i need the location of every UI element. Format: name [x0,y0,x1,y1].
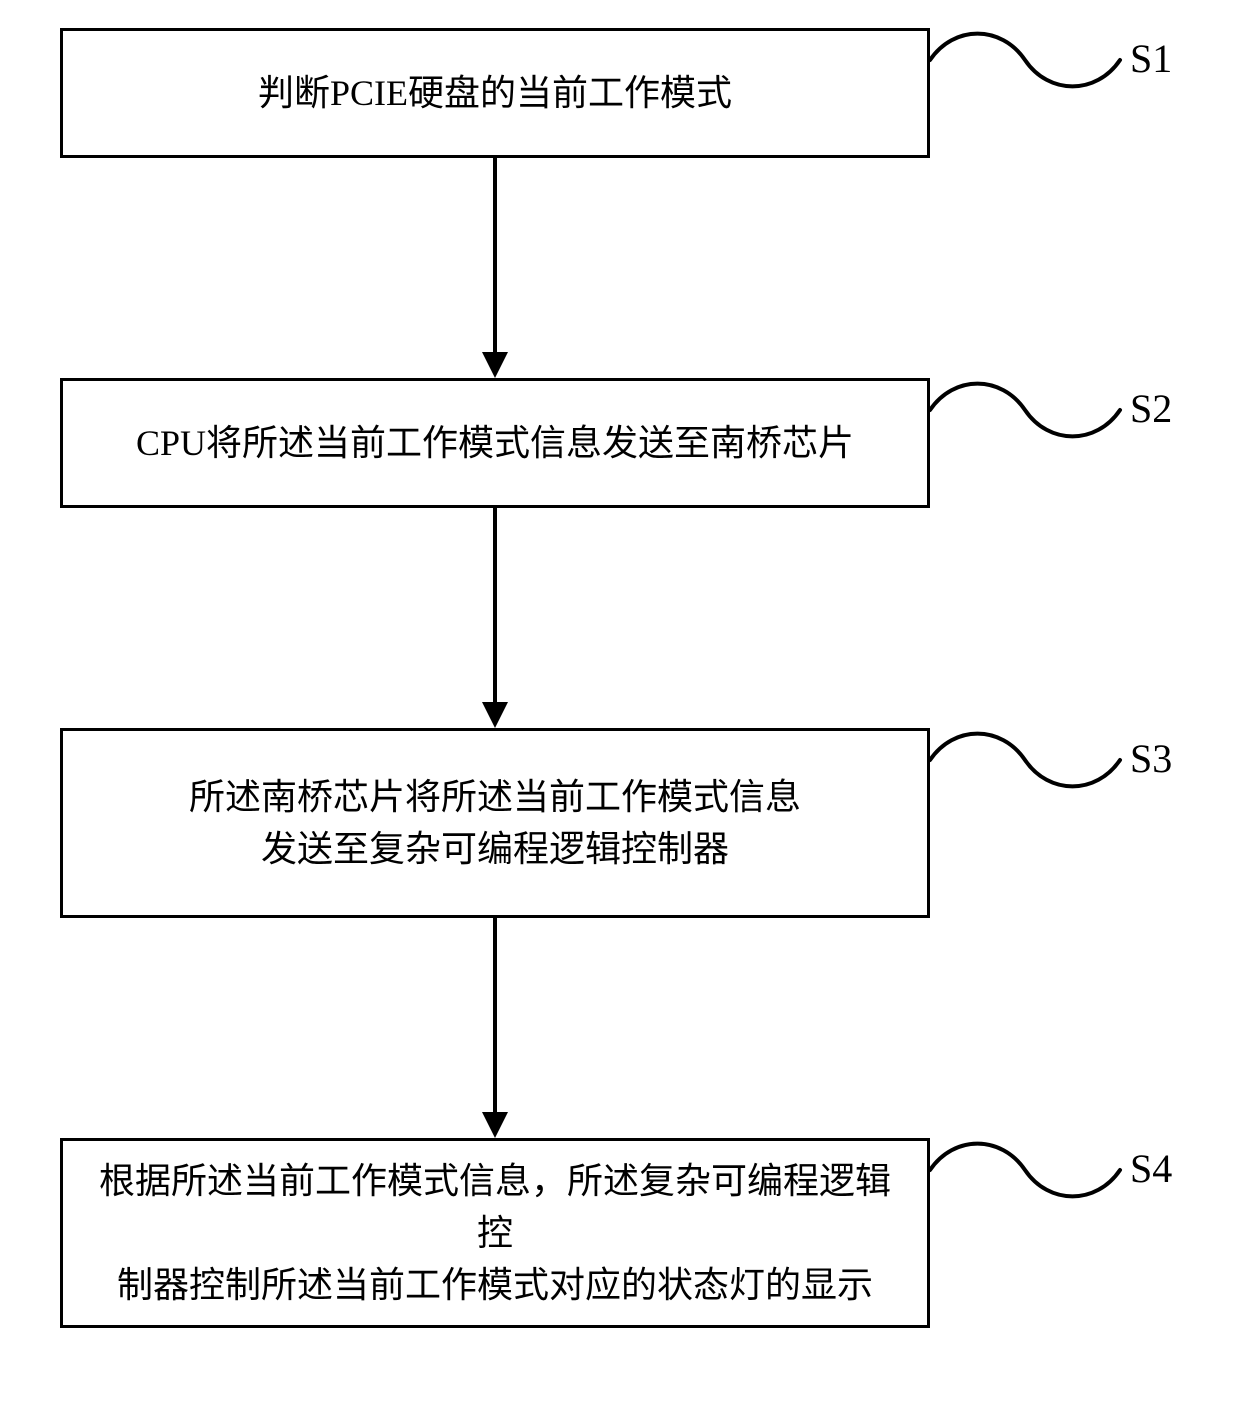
arrow-2-line-icon [493,508,497,702]
flow-step-2-text: CPU将所述当前工作模式信息发送至南桥芯片 [116,417,874,469]
step-label-s2: S2 [1130,385,1172,432]
arrow-1-head-icon [482,352,508,378]
squiggle-connector-3-icon [930,732,1120,788]
squiggle-connector-1-icon [930,32,1120,88]
flow-step-4-text: 根据所述当前工作模式信息，所述复杂可编程逻辑控 制器控制所述当前工作模式对应的状… [63,1155,927,1312]
arrow-2-head-icon [482,702,508,728]
arrow-3-head-icon [482,1112,508,1138]
flow-step-1: 判断PCIE硬盘的当前工作模式 [60,28,930,158]
squiggle-connector-4-icon [930,1142,1120,1198]
flow-step-4: 根据所述当前工作模式信息，所述复杂可编程逻辑控 制器控制所述当前工作模式对应的状… [60,1138,930,1328]
flow-step-2: CPU将所述当前工作模式信息发送至南桥芯片 [60,378,930,508]
step-label-s3: S3 [1130,735,1172,782]
flow-step-1-text: 判断PCIE硬盘的当前工作模式 [238,67,752,119]
arrow-3-line-icon [493,918,497,1112]
step-label-s4: S4 [1130,1145,1172,1192]
arrow-1-line-icon [493,158,497,352]
flowchart-canvas: 判断PCIE硬盘的当前工作模式 CPU将所述当前工作模式信息发送至南桥芯片 所述… [0,0,1240,1403]
flow-step-3-text: 所述南桥芯片将所述当前工作模式信息 发送至复杂可编程逻辑控制器 [169,771,821,875]
flow-step-3: 所述南桥芯片将所述当前工作模式信息 发送至复杂可编程逻辑控制器 [60,728,930,918]
squiggle-connector-2-icon [930,382,1120,438]
step-label-s1: S1 [1130,35,1172,82]
